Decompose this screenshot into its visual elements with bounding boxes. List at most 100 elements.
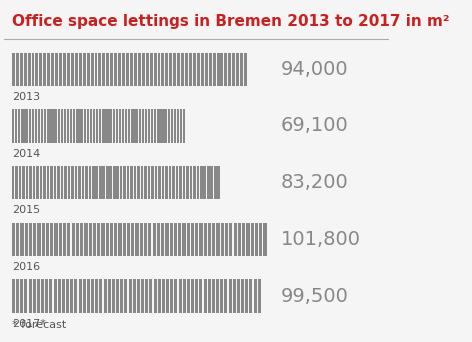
Bar — [91, 279, 94, 313]
Bar — [123, 166, 126, 199]
Bar — [151, 166, 154, 199]
Bar — [67, 109, 69, 143]
Bar — [148, 166, 151, 199]
Bar — [148, 223, 152, 256]
Bar — [25, 223, 28, 256]
Bar — [238, 223, 241, 256]
Bar — [94, 53, 98, 86]
Bar — [180, 109, 182, 143]
Bar — [40, 166, 42, 199]
Bar — [83, 279, 86, 313]
Bar — [221, 223, 224, 256]
Bar — [197, 53, 200, 86]
Bar — [102, 53, 105, 86]
Bar — [110, 166, 112, 199]
Bar — [179, 166, 182, 199]
Bar — [158, 279, 161, 313]
Text: 2016: 2016 — [12, 262, 40, 272]
Bar — [149, 279, 152, 313]
Bar — [253, 279, 257, 313]
Bar — [99, 109, 101, 143]
Bar — [178, 279, 182, 313]
Bar — [43, 166, 46, 199]
Bar — [145, 109, 147, 143]
Bar — [124, 279, 127, 313]
Bar — [89, 166, 91, 199]
Bar — [16, 223, 19, 256]
Bar — [234, 223, 237, 256]
Bar — [114, 223, 118, 256]
Bar — [224, 279, 228, 313]
Bar — [165, 109, 168, 143]
Bar — [150, 53, 152, 86]
Bar — [232, 53, 235, 86]
Bar — [182, 223, 185, 256]
Bar — [32, 109, 34, 143]
Bar — [174, 109, 176, 143]
Bar — [244, 53, 247, 86]
Bar — [189, 53, 192, 86]
Bar — [130, 166, 133, 199]
Bar — [47, 166, 49, 199]
Bar — [75, 166, 77, 199]
Bar — [127, 109, 130, 143]
Bar — [58, 279, 61, 313]
Bar — [161, 223, 164, 256]
Text: 101,800: 101,800 — [281, 230, 361, 249]
Bar — [236, 53, 239, 86]
Bar — [25, 279, 27, 313]
Bar — [217, 223, 219, 256]
Bar — [151, 109, 153, 143]
Bar — [259, 223, 262, 256]
Bar — [64, 109, 66, 143]
Bar — [29, 166, 32, 199]
Bar — [53, 279, 57, 313]
Bar — [67, 53, 70, 86]
Bar — [130, 109, 133, 143]
Bar — [142, 109, 144, 143]
Bar — [161, 53, 164, 86]
Bar — [122, 109, 124, 143]
Bar — [87, 109, 89, 143]
Bar — [57, 166, 60, 199]
Bar — [92, 166, 94, 199]
Bar — [12, 109, 14, 143]
Bar — [24, 53, 26, 86]
Bar — [93, 109, 95, 143]
Bar — [123, 223, 126, 256]
Bar — [27, 53, 31, 86]
Bar — [35, 109, 37, 143]
Bar — [33, 223, 36, 256]
Bar — [165, 166, 168, 199]
Bar — [228, 279, 232, 313]
Bar — [50, 223, 53, 256]
Bar — [21, 109, 23, 143]
Bar — [134, 166, 136, 199]
Bar — [241, 279, 244, 313]
Bar — [110, 109, 112, 143]
Bar — [50, 279, 52, 313]
Bar — [211, 166, 213, 199]
Bar — [208, 223, 211, 256]
Bar — [97, 223, 101, 256]
Bar — [128, 279, 132, 313]
Bar — [93, 223, 96, 256]
Bar — [136, 109, 138, 143]
Bar — [32, 53, 34, 86]
Bar — [29, 223, 32, 256]
Text: 83,200: 83,200 — [281, 173, 349, 192]
Bar — [33, 166, 35, 199]
Bar — [153, 279, 157, 313]
Bar — [195, 223, 198, 256]
Bar — [35, 53, 38, 86]
Bar — [106, 223, 109, 256]
Bar — [212, 223, 215, 256]
Bar — [203, 166, 206, 199]
Bar — [87, 53, 90, 86]
Bar — [186, 166, 189, 199]
Bar — [183, 109, 185, 143]
Bar — [85, 166, 88, 199]
Bar — [95, 279, 98, 313]
Bar — [135, 223, 139, 256]
Bar — [58, 109, 60, 143]
